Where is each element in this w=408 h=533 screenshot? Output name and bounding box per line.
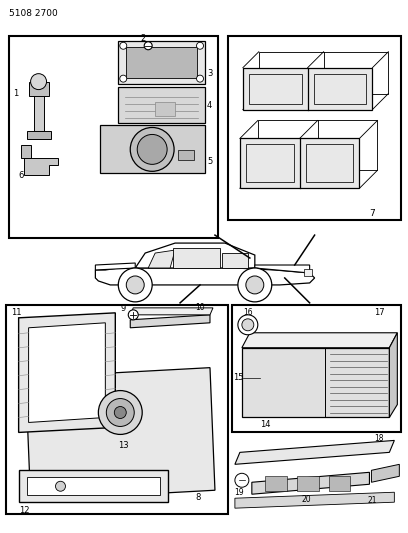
Text: 16: 16: [243, 309, 253, 317]
Circle shape: [31, 74, 47, 90]
Circle shape: [128, 310, 138, 320]
Text: 5: 5: [207, 157, 212, 166]
Bar: [304, 269, 312, 276]
Polygon shape: [265, 477, 287, 491]
Polygon shape: [240, 139, 359, 188]
Polygon shape: [135, 243, 255, 268]
Polygon shape: [389, 333, 397, 417]
Polygon shape: [21, 146, 31, 158]
Polygon shape: [173, 248, 220, 268]
Polygon shape: [242, 348, 389, 417]
Bar: [232, 305, 401, 432]
Circle shape: [246, 276, 264, 294]
Polygon shape: [100, 125, 205, 173]
Circle shape: [106, 399, 134, 426]
Polygon shape: [95, 268, 315, 285]
Bar: [155, 102, 175, 116]
Polygon shape: [252, 472, 369, 494]
Text: 2: 2: [140, 34, 146, 43]
Polygon shape: [235, 440, 395, 464]
Polygon shape: [118, 41, 205, 84]
Polygon shape: [126, 47, 197, 78]
Text: 21: 21: [368, 496, 377, 505]
Polygon shape: [243, 68, 373, 110]
Circle shape: [130, 127, 174, 171]
Polygon shape: [29, 82, 49, 95]
Bar: [9, 36, 218, 238]
Bar: [228, 36, 401, 220]
Circle shape: [55, 481, 65, 491]
Text: 7: 7: [369, 209, 375, 217]
Text: 3: 3: [207, 69, 213, 78]
Bar: [178, 150, 194, 160]
Text: 8: 8: [195, 492, 200, 502]
Text: 20: 20: [302, 495, 311, 504]
Circle shape: [242, 319, 254, 331]
Polygon shape: [148, 250, 175, 268]
Polygon shape: [130, 315, 210, 328]
Polygon shape: [118, 87, 205, 124]
Text: 6: 6: [19, 171, 24, 180]
Circle shape: [238, 315, 258, 335]
Circle shape: [126, 276, 144, 294]
Circle shape: [238, 268, 272, 302]
Text: 10: 10: [195, 303, 205, 312]
Polygon shape: [33, 94, 44, 132]
Polygon shape: [222, 253, 248, 268]
Circle shape: [114, 407, 126, 418]
Bar: [6, 305, 228, 514]
Text: 15: 15: [233, 373, 244, 382]
Polygon shape: [235, 492, 395, 508]
Polygon shape: [19, 470, 168, 502]
Text: 13: 13: [118, 441, 129, 450]
Polygon shape: [371, 464, 399, 482]
Text: 5108 2700: 5108 2700: [9, 10, 58, 18]
Circle shape: [118, 268, 152, 302]
Polygon shape: [242, 333, 397, 348]
Circle shape: [120, 42, 127, 49]
Text: 18: 18: [375, 434, 384, 443]
Circle shape: [235, 473, 249, 487]
Polygon shape: [24, 158, 58, 175]
Polygon shape: [26, 368, 215, 500]
Polygon shape: [19, 313, 115, 432]
Polygon shape: [29, 323, 105, 423]
Circle shape: [144, 42, 152, 50]
Circle shape: [197, 42, 204, 49]
Text: 14: 14: [260, 420, 271, 429]
Polygon shape: [130, 308, 213, 315]
Polygon shape: [95, 263, 135, 270]
Circle shape: [137, 134, 167, 164]
Text: 11: 11: [11, 309, 21, 317]
Circle shape: [98, 391, 142, 434]
Text: 12: 12: [19, 506, 29, 515]
Polygon shape: [297, 477, 319, 491]
Text: 9: 9: [120, 304, 126, 313]
Polygon shape: [328, 477, 350, 491]
Polygon shape: [255, 265, 310, 273]
Circle shape: [197, 75, 204, 82]
Polygon shape: [27, 132, 51, 140]
Text: 19: 19: [234, 488, 244, 497]
Polygon shape: [27, 477, 160, 495]
Circle shape: [120, 75, 127, 82]
Text: 17: 17: [375, 309, 385, 317]
Text: 1: 1: [13, 89, 18, 98]
Text: 4: 4: [207, 101, 212, 110]
